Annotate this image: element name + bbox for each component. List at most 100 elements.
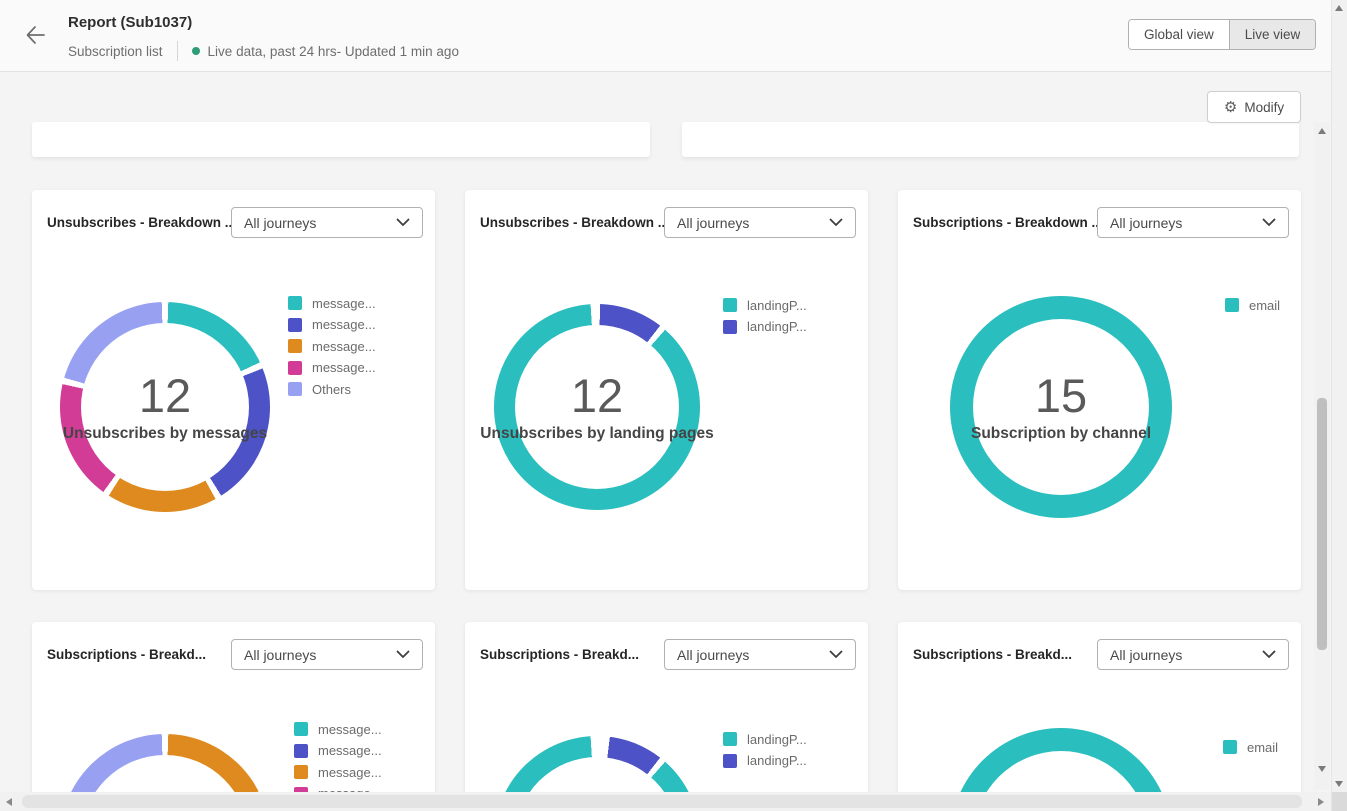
scroll-right-icon[interactable] bbox=[1318, 798, 1324, 806]
journey-filter-dropdown[interactable]: All journeys bbox=[1097, 639, 1289, 670]
header-divider bbox=[176, 41, 178, 61]
donut-chart[interactable]: 12 Unsubscribes by landing pages bbox=[480, 304, 714, 510]
chart-card: Subscriptions - Breakd... All journeys e… bbox=[898, 622, 1301, 811]
journey-filter-value: All journeys bbox=[1110, 214, 1183, 231]
legend-swatch bbox=[288, 339, 302, 353]
donut-total: 12 bbox=[570, 369, 624, 422]
legend-swatch bbox=[723, 753, 737, 768]
legend-label: email bbox=[1247, 739, 1279, 755]
scroll-up-icon[interactable] bbox=[1318, 128, 1326, 134]
legend-swatch bbox=[294, 743, 308, 758]
chevron-down-icon bbox=[829, 218, 843, 226]
browser-vertical-scrollbar[interactable] bbox=[1331, 0, 1347, 811]
journey-filter-dropdown[interactable]: All journeys bbox=[664, 207, 856, 238]
chart-card: Subscriptions - Breakdown ... All journe… bbox=[898, 190, 1301, 590]
legend-label: landingP... bbox=[747, 297, 807, 313]
legend-item[interactable]: landingP... bbox=[723, 297, 807, 313]
card-header: Subscriptions - Breakd... All journeys bbox=[32, 622, 435, 672]
donut-hole bbox=[81, 323, 249, 491]
legend-item[interactable]: Others bbox=[288, 381, 376, 397]
chevron-down-icon bbox=[829, 650, 843, 658]
legend-label: message... bbox=[312, 360, 376, 375]
back-button[interactable] bbox=[22, 22, 50, 50]
journey-filter-value: All journeys bbox=[244, 214, 317, 231]
chart-legend: landingP... landingP... bbox=[723, 732, 807, 775]
legend-label: message... bbox=[312, 317, 376, 332]
card-header: Subscriptions - Breakdown ... All journe… bbox=[898, 190, 1301, 240]
scroll-up-icon[interactable] bbox=[1335, 5, 1343, 11]
legend-label: landingP... bbox=[747, 731, 807, 747]
donut-chart[interactable]: 15 Subscription by channel bbox=[950, 296, 1172, 518]
legend-label: message... bbox=[318, 721, 382, 737]
page-header: Report (Sub1037) Subscription list Live … bbox=[0, 0, 1332, 72]
legend-swatch bbox=[723, 732, 737, 746]
card-title: Subscriptions - Breakd... bbox=[47, 647, 207, 662]
legend-item[interactable]: message... bbox=[294, 721, 382, 737]
inner-vertical-scrollbar-thumb[interactable] bbox=[1317, 398, 1327, 650]
scroll-left-icon[interactable] bbox=[6, 798, 12, 806]
journey-filter-value: All journeys bbox=[1110, 646, 1183, 663]
donut-hole bbox=[515, 325, 679, 489]
scrollbar-corner bbox=[1332, 792, 1347, 811]
legend-item[interactable]: landingP... bbox=[723, 731, 807, 747]
legend-item[interactable]: message... bbox=[288, 295, 376, 311]
card-partial bbox=[682, 122, 1299, 157]
chart-card: Subscriptions - Breakd... All journeys l… bbox=[465, 622, 868, 811]
legend-item[interactable]: message... bbox=[288, 360, 376, 375]
journey-filter-dropdown[interactable]: All journeys bbox=[664, 639, 856, 670]
chevron-down-icon bbox=[396, 218, 410, 226]
legend-label: email bbox=[1249, 297, 1281, 313]
chevron-down-icon bbox=[1262, 218, 1276, 226]
legend-label: Others bbox=[312, 381, 352, 397]
gear-icon: ⚙ bbox=[1223, 97, 1238, 116]
journey-filter-value: All journeys bbox=[244, 646, 317, 663]
chevron-down-icon bbox=[396, 650, 410, 658]
chart-legend: message... message... message... message… bbox=[288, 296, 376, 404]
journey-filter-dropdown[interactable]: All journeys bbox=[231, 207, 423, 238]
scroll-down-icon[interactable] bbox=[1318, 766, 1326, 772]
chart-card: Subscriptions - Breakd... All journeys m… bbox=[32, 622, 435, 811]
legend-swatch bbox=[288, 317, 302, 332]
legend-swatch bbox=[288, 382, 302, 396]
chart-card: Unsubscribes - Breakdown ... All journey… bbox=[32, 190, 435, 590]
legend-item[interactable]: message... bbox=[288, 339, 376, 354]
donut-hole bbox=[973, 319, 1149, 495]
donut-total: 12 bbox=[138, 369, 192, 422]
scroll-down-icon[interactable] bbox=[1335, 781, 1343, 787]
journey-filter-value: All journeys bbox=[677, 214, 750, 231]
inner-vertical-scrollbar[interactable] bbox=[1314, 122, 1330, 790]
legend-item[interactable]: message... bbox=[288, 317, 376, 332]
card-partial bbox=[32, 122, 650, 157]
card-title: Unsubscribes - Breakdown ... bbox=[480, 215, 670, 230]
legend-item[interactable]: landingP... bbox=[723, 319, 807, 334]
legend-item[interactable]: message... bbox=[294, 765, 382, 780]
chart-legend: email bbox=[1225, 298, 1280, 320]
journey-filter-dropdown[interactable]: All journeys bbox=[231, 639, 423, 670]
card-title: Subscriptions - Breakdown ... bbox=[913, 215, 1103, 230]
donut-label: Unsubscribes by landing pages bbox=[480, 425, 714, 442]
legend-item[interactable]: email bbox=[1225, 297, 1281, 313]
card-header: Subscriptions - Breakd... All journeys bbox=[465, 622, 868, 672]
modify-button[interactable]: ⚙ Modify bbox=[1207, 91, 1301, 123]
horizontal-scrollbar[interactable] bbox=[0, 792, 1332, 811]
legend-swatch bbox=[288, 296, 302, 310]
card-header: Unsubscribes - Breakdown ... All journey… bbox=[32, 190, 435, 240]
live-status-dot bbox=[191, 47, 200, 55]
horizontal-scrollbar-thumb[interactable] bbox=[22, 795, 1302, 808]
donut-label: Subscription by channel bbox=[971, 425, 1151, 442]
global-view-button[interactable]: Global view bbox=[1129, 20, 1229, 49]
legend-label: message... bbox=[312, 295, 376, 311]
legend-swatch bbox=[723, 319, 737, 334]
legend-item[interactable]: landingP... bbox=[723, 753, 807, 768]
chevron-down-icon bbox=[1262, 650, 1276, 658]
chart-legend: landingP... landingP... bbox=[723, 298, 807, 341]
breadcrumb[interactable]: Subscription list bbox=[68, 43, 163, 59]
journey-filter-dropdown[interactable]: All journeys bbox=[1097, 207, 1289, 238]
legend-item[interactable]: message... bbox=[294, 743, 382, 758]
donut-chart[interactable]: 12 Unsubscribes by messages bbox=[60, 302, 270, 512]
donut-total: 15 bbox=[1034, 369, 1088, 422]
legend-item[interactable]: email bbox=[1223, 739, 1279, 755]
card-header: Subscriptions - Breakd... All journeys bbox=[898, 622, 1301, 672]
card-title: Subscriptions - Breakd... bbox=[913, 647, 1073, 662]
live-view-button[interactable]: Live view bbox=[1228, 20, 1316, 49]
